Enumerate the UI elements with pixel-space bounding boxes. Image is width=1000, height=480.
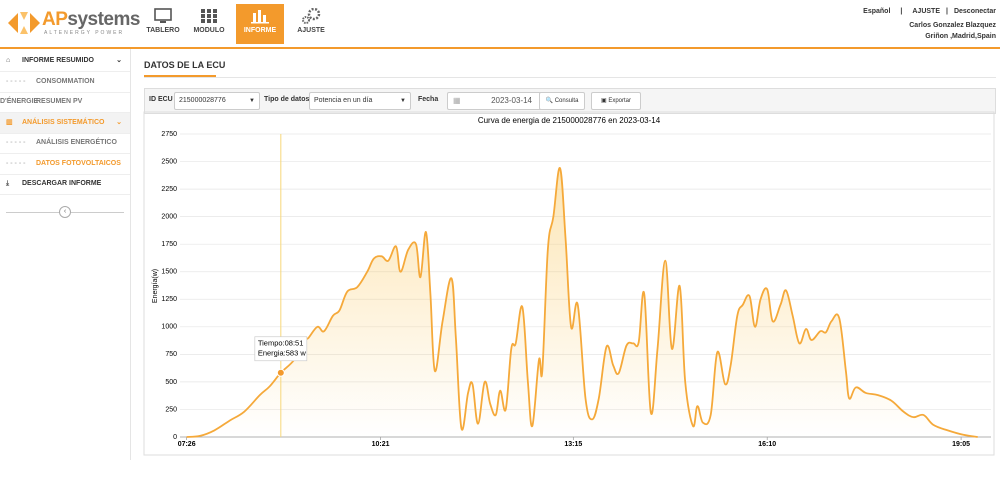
item-icon: ⤓	[6, 180, 10, 187]
type-select[interactable]: Potencia en un día ▼	[309, 92, 411, 110]
nav-tab[interactable]: INFORME	[236, 4, 284, 44]
calendar-icon: ▦	[453, 96, 461, 105]
sidebar-item[interactable]: - - - - - CONSOMMATION D'ÉNERGIE	[0, 72, 130, 105]
label: ID ECU	[149, 96, 173, 103]
item-icon: ⌂	[6, 57, 11, 64]
brand-b: systems	[67, 9, 140, 30]
user-name: Carlos Gonzalez Blazquez	[909, 22, 996, 29]
page-title: DATOS DE LA ECU	[144, 60, 226, 70]
export-button[interactable]: ▣ Exportar	[591, 92, 641, 110]
x-tick-label: 13:15	[564, 441, 582, 448]
nav-label: INFORME	[243, 27, 277, 34]
x-tick-label: 10:21	[372, 441, 390, 448]
nav-label: MODULO	[193, 27, 225, 34]
area	[186, 167, 978, 437]
nav-label: AJUSTE	[297, 27, 325, 34]
user-location: Griñon ,Madrid,Spain	[925, 33, 996, 40]
user-area: Español | AJUSTE | Desconectar Carlos Gonzal…	[863, 8, 996, 40]
nav-tab[interactable]: TABLERO	[140, 4, 186, 44]
button-label: Consulta	[554, 98, 579, 104]
link[interactable]: Desconectar	[953, 8, 996, 15]
brand-a: AP	[42, 9, 68, 30]
link[interactable]: AJUSTE	[912, 8, 940, 15]
y-tick-label: 2000	[161, 213, 177, 220]
query-button[interactable]: 🔍 Consulta	[539, 92, 585, 110]
y-tick-label: 1500	[161, 269, 177, 276]
item-label: CONSOMMATION D'ÉNERGIE	[0, 77, 95, 105]
chart-frame	[143, 111, 995, 456]
y-tick-label: 750	[165, 351, 177, 358]
y-tick-label: 1250	[161, 296, 177, 303]
value: Potencia en un día	[314, 97, 373, 104]
tagline: ALTENERGY POWER	[44, 30, 125, 36]
tree-line: - - - - -	[6, 159, 26, 167]
item-label: ANÁLISIS SISTEMÁTICO	[22, 118, 105, 126]
logo-text: APsystems	[42, 9, 140, 31]
collapse-button[interactable]: ‹	[59, 206, 71, 218]
nav-label: TABLERO	[146, 27, 180, 34]
label: Fecha	[418, 96, 439, 103]
y-tick-label: 2250	[161, 186, 177, 193]
x-tick-label: 16:10	[758, 441, 776, 448]
sidebar-border	[130, 49, 131, 460]
chart-title: Curva de energia de 215000028776 en 2023…	[478, 116, 661, 125]
header: APsystems ALTENERGY POWER TABLERO MODULO…	[0, 0, 1000, 49]
item-label: INFORME RESUMIDO	[22, 57, 94, 64]
value: 215000028776	[179, 97, 226, 104]
sidebar-item[interactable]: - - - - - DATOS FOTOVOLTAICOS	[0, 154, 130, 175]
sidebar-item[interactable]: - - - - - ANÁLISIS ENERGÉTICO	[0, 133, 130, 154]
tooltip-energy: Energia:583 w	[258, 349, 307, 358]
icon	[251, 10, 269, 24]
caret: ▼	[249, 98, 255, 104]
y-tick-label: 0	[173, 434, 177, 441]
x-tick-label: 07:26	[178, 441, 196, 448]
tree-line: - - - - -	[6, 77, 26, 85]
item-icon: ▥	[6, 118, 13, 126]
nav-tab[interactable]: MODULO	[186, 4, 232, 44]
item-label: RESUMEN PV	[36, 98, 83, 105]
y-tick-label: 1000	[161, 324, 177, 331]
label: Tipo de datos	[264, 96, 310, 103]
collapse[interactable]: ‹	[6, 206, 124, 218]
button-label: Exportar	[608, 98, 632, 104]
tree-line: - - - - -	[6, 139, 26, 146]
icon	[154, 8, 172, 23]
tooltip-time: Tiempo:08:51	[258, 339, 304, 348]
icon	[302, 8, 321, 24]
nav-tab[interactable]: AJUSTE	[288, 4, 334, 44]
link[interactable]: Español	[863, 8, 891, 15]
value: 2023-03-14	[491, 96, 532, 105]
y-tick-label: 250	[165, 406, 177, 413]
hover-point	[276, 368, 285, 377]
x-tick-label: 19:05	[952, 441, 970, 448]
sidebar-item[interactable]: ⌂ INFORME RESUMIDO ⌄	[0, 51, 130, 72]
y-tick-label: 2500	[161, 158, 177, 165]
item-label: DESCARGAR INFORME	[22, 180, 102, 187]
y-tick-label: 500	[165, 379, 177, 386]
logo-icon	[8, 12, 40, 34]
y-tick-label: 2750	[161, 131, 177, 138]
sidebar-item[interactable]: ⤓ DESCARGAR INFORME	[0, 174, 130, 195]
rule	[144, 77, 996, 78]
chevron: ⌄	[116, 57, 122, 64]
date-input[interactable]: ▦ 2023-03-14	[447, 92, 547, 110]
tree-line: - - - - -	[6, 98, 26, 105]
title-underline	[144, 75, 216, 77]
chevron: ⌄	[116, 118, 122, 126]
item-label: ANÁLISIS ENERGÉTICO	[36, 139, 117, 146]
icon	[201, 9, 217, 23]
line	[186, 167, 978, 438]
caret: ▼	[400, 98, 406, 104]
y-axis-label: Energía(w)	[152, 269, 159, 303]
tooltip-box	[254, 336, 308, 362]
item-label: DATOS FOTOVOLTAICOS	[36, 159, 121, 167]
ecu-select[interactable]: 215000028776 ▼	[174, 92, 260, 110]
y-tick-label: 1750	[161, 241, 177, 248]
sidebar-item[interactable]: ▥ ANÁLISIS SISTEMÁTICO ⌄	[0, 112, 130, 134]
